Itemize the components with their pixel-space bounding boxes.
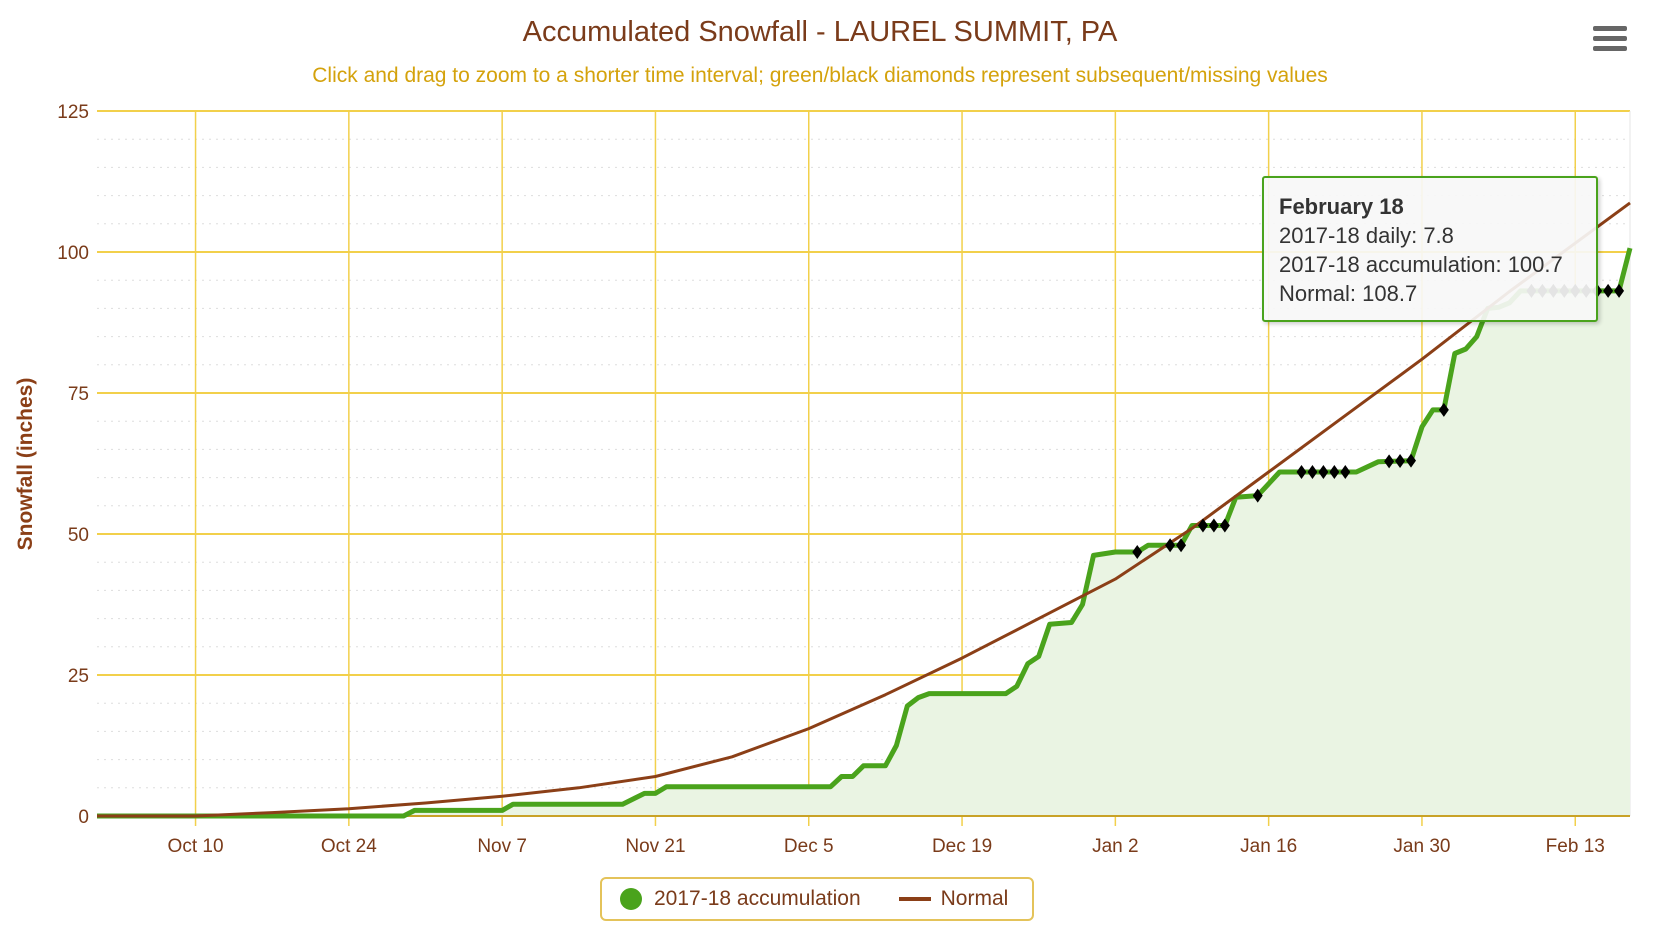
x-tick-label: Jan 2 [1092, 836, 1138, 857]
y-tick-label: 50 [68, 525, 89, 546]
legend-normal-label[interactable]: Normal [940, 887, 1009, 910]
missing-value-diamond [1340, 464, 1351, 479]
tooltip-accumulation: 2017-18 accumulation: 100.7 [1279, 252, 1563, 277]
x-tick-label: Oct 10 [168, 836, 224, 857]
x-tick-label: Nov 21 [625, 836, 685, 857]
x-tick-label: Dec 5 [784, 836, 834, 857]
missing-value-diamond [1438, 402, 1449, 417]
missing-value-diamond [1406, 453, 1416, 468]
missing-value-diamond [1132, 545, 1143, 560]
missing-value-diamond [1176, 538, 1187, 553]
missing-value-diamond [1384, 454, 1395, 469]
missing-value-diamond [1208, 518, 1219, 533]
y-axis-label: Snowfall (inches) [14, 378, 37, 551]
chart-subtitle: Click and drag to zoom to a shorter time… [312, 64, 1328, 87]
x-tick-label: Feb 13 [1546, 836, 1605, 857]
missing-value-diamond [1296, 464, 1307, 479]
legend-normal-marker[interactable] [898, 897, 931, 901]
y-tick-label: 25 [68, 666, 89, 687]
missing-value-diamond [1165, 538, 1176, 553]
legend-accumulation-marker[interactable] [620, 888, 642, 910]
accumulation-line [97, 247, 1633, 819]
tooltip: February 18 2017-18 daily: 7.8 2017-18 a… [1262, 176, 1598, 322]
tooltip-daily: 2017-18 daily: 7.8 [1279, 223, 1454, 248]
chart-title: Accumulated Snowfall - LAUREL SUMMIT, PA [523, 16, 1118, 48]
y-tick-label: 125 [57, 102, 89, 123]
x-tick-label: Oct 24 [321, 836, 377, 857]
chart-menu-button[interactable] [1593, 26, 1627, 54]
missing-value-diamond [1197, 518, 1208, 533]
x-tick-label: Dec 19 [932, 836, 992, 857]
legend-accumulation-label[interactable]: 2017-18 accumulation [654, 887, 861, 910]
missing-value-diamond [1318, 464, 1329, 479]
tooltip-normal: Normal: 108.7 [1279, 281, 1418, 306]
legend: 2017-18 accumulation Normal [600, 877, 1034, 921]
x-tick-label: Jan 30 [1393, 836, 1450, 857]
x-tick-label: Nov 7 [477, 836, 527, 857]
y-tick-label: 75 [68, 384, 89, 405]
missing-value-diamond [1307, 464, 1318, 479]
y-tick-label: 0 [78, 807, 89, 828]
missing-value-diamond [1252, 488, 1263, 503]
missing-value-diamond [1603, 283, 1614, 298]
missing-value-diamond [1329, 464, 1340, 479]
missing-value-diamond [1219, 518, 1230, 533]
tooltip-date: February 18 [1279, 194, 1404, 219]
missing-value-diamond [1614, 283, 1625, 298]
x-tick-label: Jan 16 [1240, 836, 1297, 857]
missing-value-diamond [1395, 454, 1406, 469]
accumulation-area [97, 248, 1630, 817]
normal-line [97, 201, 1631, 818]
y-tick-label: 100 [57, 243, 89, 264]
